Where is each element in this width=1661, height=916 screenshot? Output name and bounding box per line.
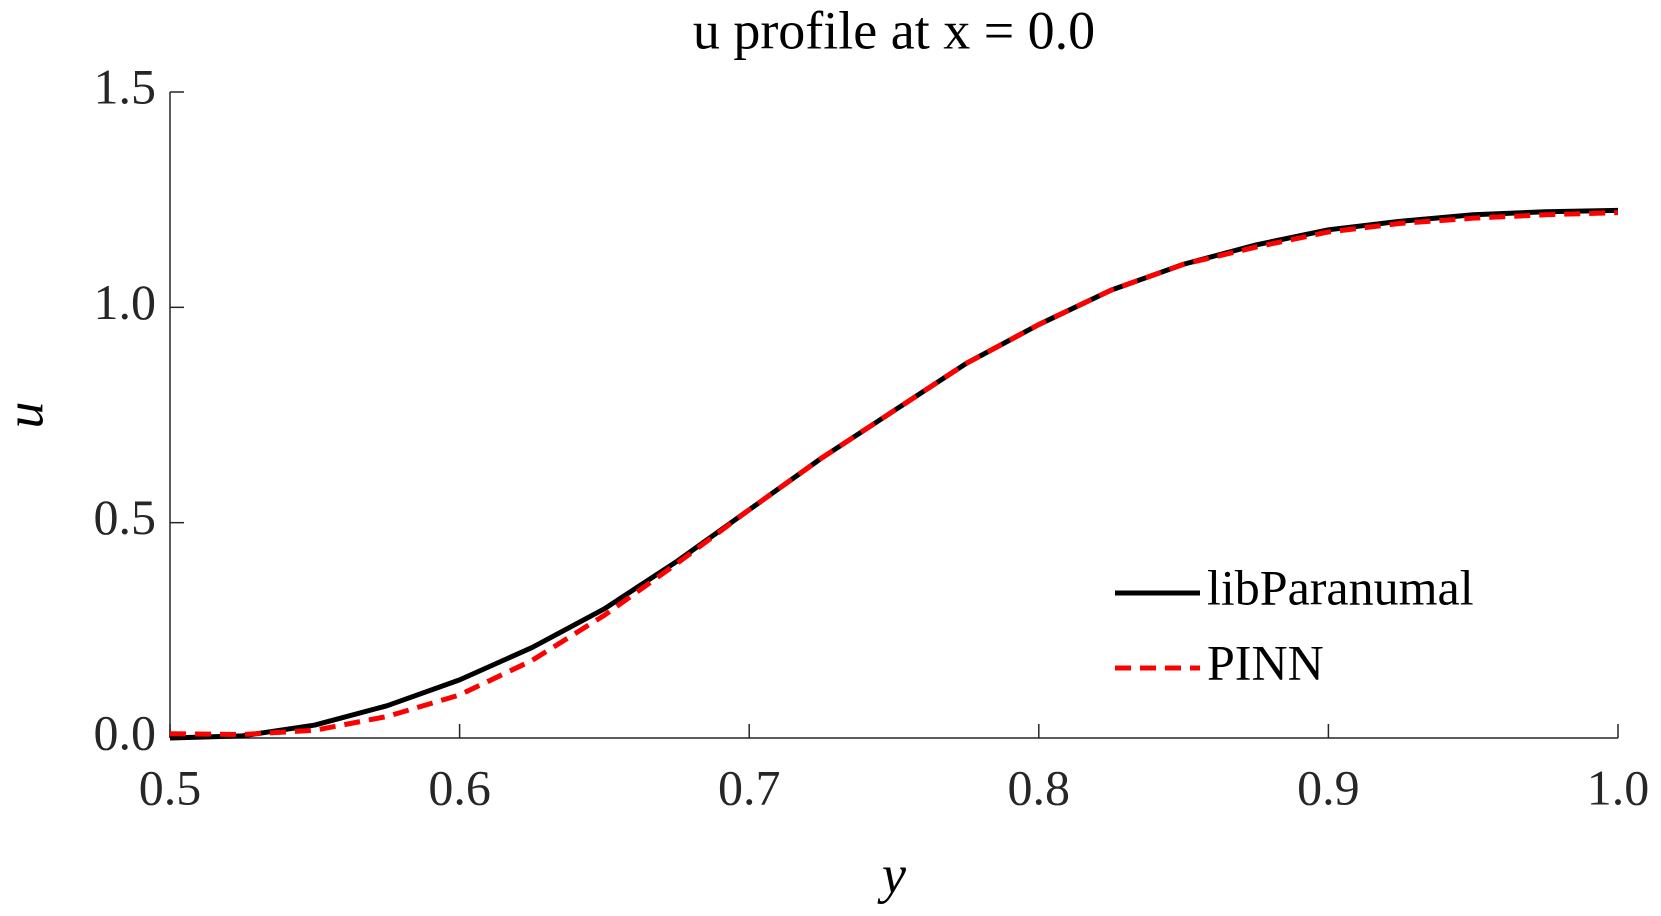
x-tick-label: 0.5 [139, 759, 202, 815]
x-tick-label: 0.8 [1008, 759, 1071, 815]
legend-label: PINN [1207, 634, 1324, 690]
y-axis-label: u [0, 402, 54, 429]
chart-title: u profile at x = 0.0 [693, 0, 1095, 60]
y-tick-label: 1.5 [94, 58, 157, 114]
x-tick-label: 0.6 [428, 759, 491, 815]
x-axis-label: y [877, 844, 906, 904]
x-tick-label: 0.9 [1297, 759, 1360, 815]
y-tick-label: 0.5 [94, 489, 157, 545]
legend-label: libParanumal [1207, 559, 1474, 615]
x-tick-label: 1.0 [1587, 759, 1650, 815]
data-line [169, 207, 1619, 741]
y-tick-label: 1.0 [94, 274, 157, 330]
y-tick-label: 0.0 [94, 704, 157, 760]
x-tick-label: 0.7 [718, 759, 781, 815]
data-line [169, 210, 1619, 738]
